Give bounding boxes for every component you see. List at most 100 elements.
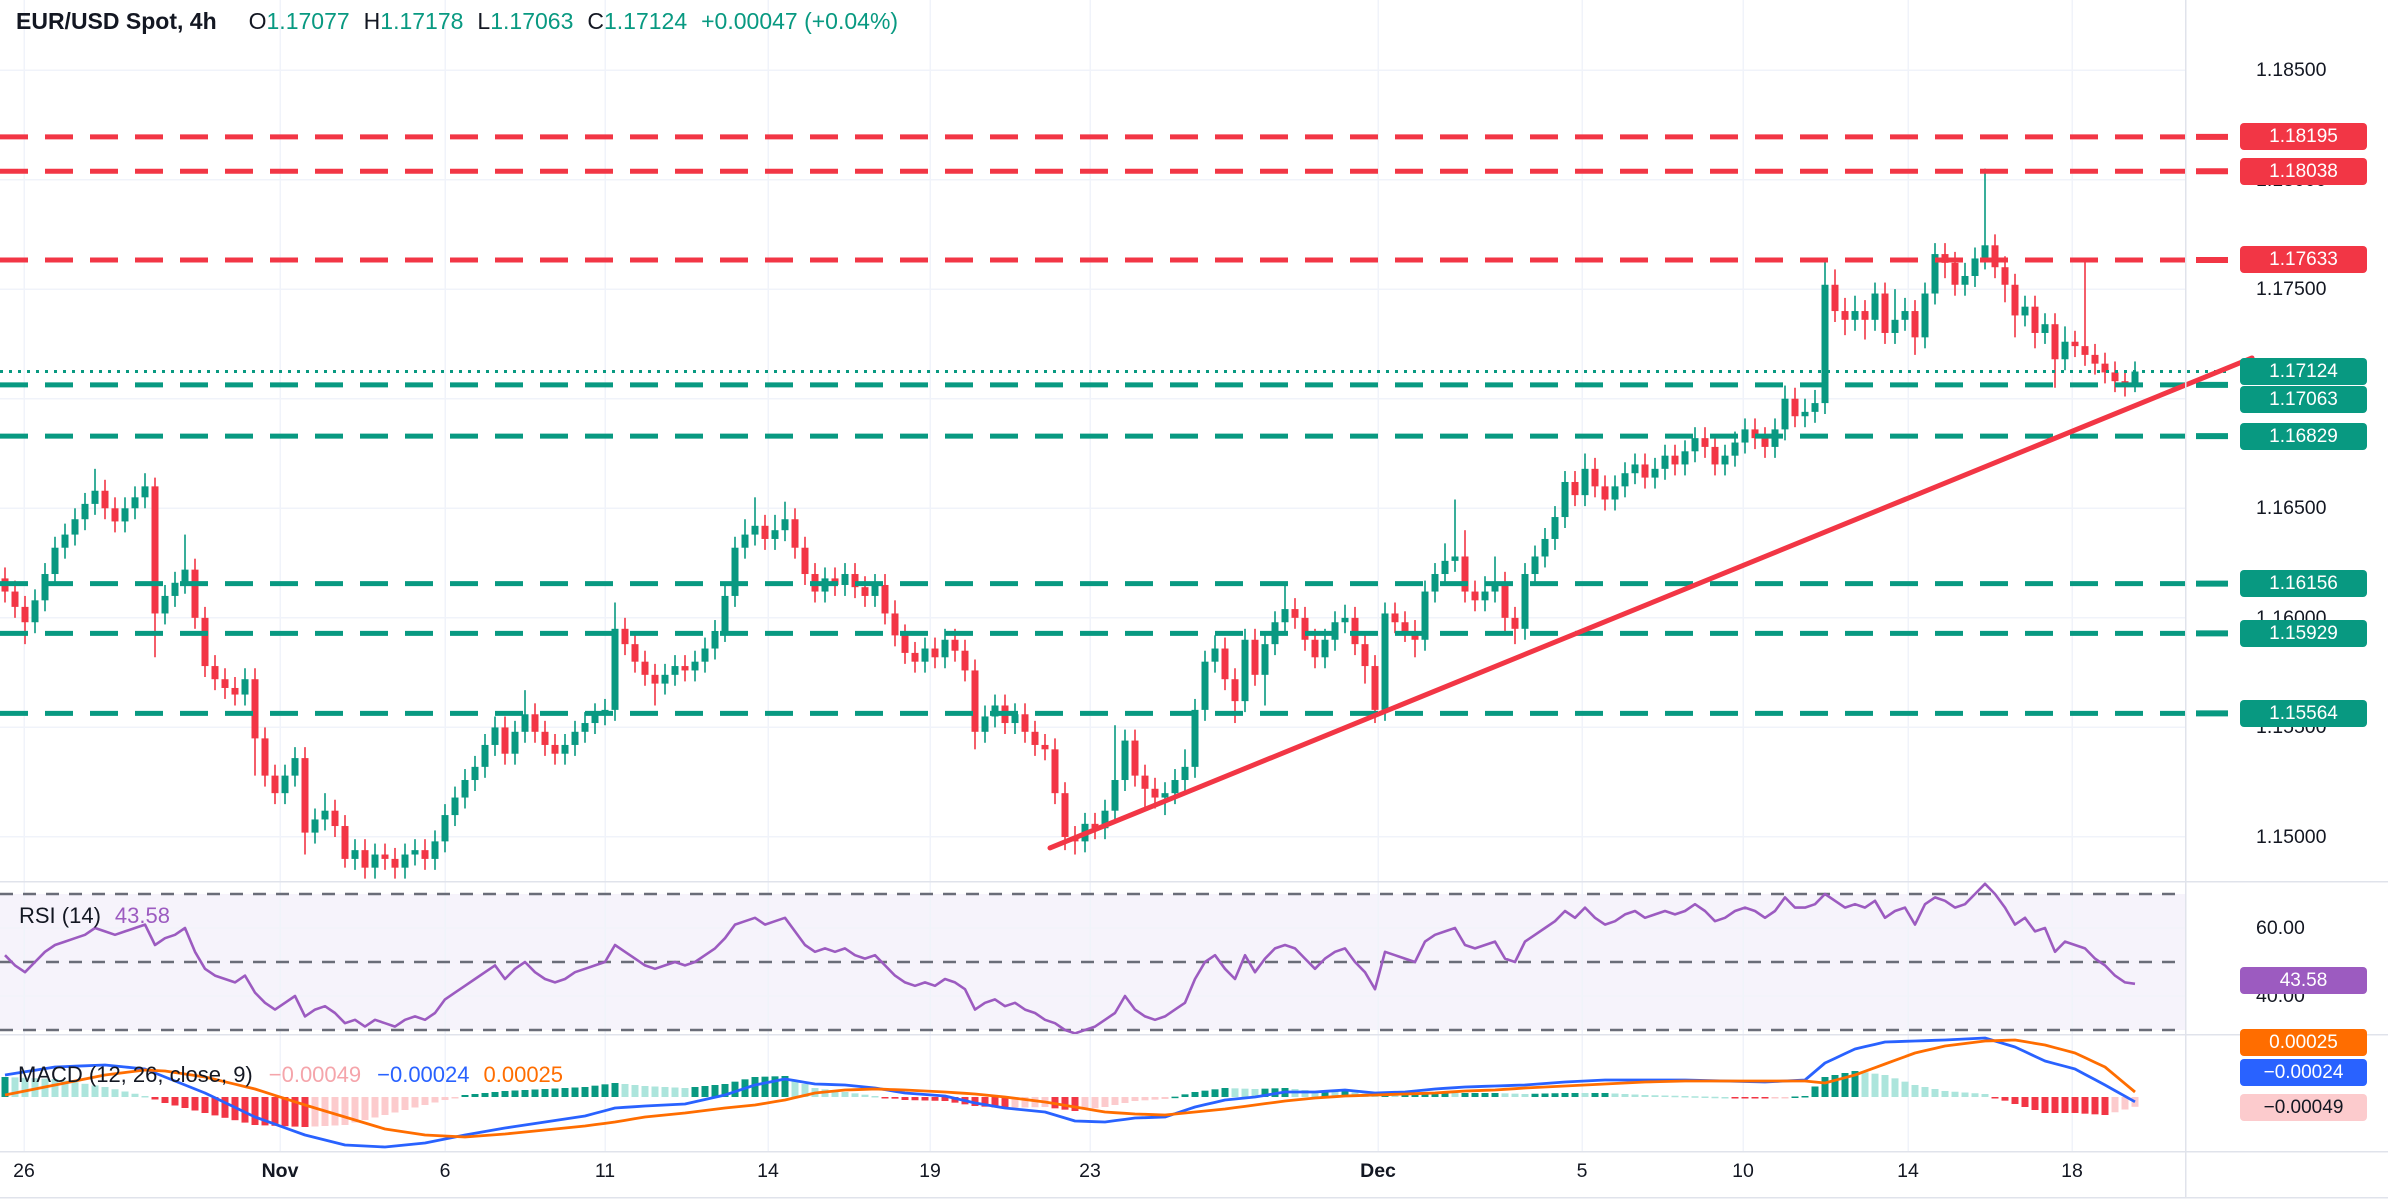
candle-body: [731, 547, 739, 596]
candle-body: [1031, 731, 1039, 745]
candle-body: [1701, 438, 1709, 447]
candle-body: [1621, 473, 1629, 487]
macd-histogram-bar: [761, 1076, 769, 1097]
trend-line: [1047, 355, 2255, 851]
candle-body: [961, 650, 969, 671]
candle-body: [721, 595, 729, 631]
macd-histogram-bar: [1661, 1095, 1669, 1097]
candle-body: [61, 534, 69, 548]
symbol-title: EUR/USD Spot, 4h: [16, 8, 217, 34]
price-axis-tick: 1.17500: [2256, 278, 2327, 301]
candle-body: [591, 714, 599, 724]
low-label: L: [477, 8, 491, 34]
candle-body: [1101, 810, 1109, 829]
macd-histogram-bar: [1411, 1094, 1419, 1097]
candle-body: [901, 635, 909, 653]
candle-body: [1171, 780, 1179, 794]
macd-histogram-bar: [1161, 1097, 1169, 1099]
macd-histogram-bar: [1901, 1081, 1909, 1097]
candle-body: [881, 584, 889, 614]
macd-histogram-bar: [1581, 1093, 1589, 1097]
change-value: +0.00047 (+0.04%): [701, 8, 899, 34]
candle-body: [251, 679, 259, 739]
macd-histogram-bar: [611, 1083, 619, 1097]
candle-body: [1801, 411, 1809, 417]
candle-body: [1981, 245, 1989, 259]
macd-histogram-bar: [681, 1088, 689, 1097]
candle-body: [41, 574, 49, 601]
candle-body: [621, 628, 629, 645]
macd-histogram-bar: [1471, 1093, 1479, 1097]
macd-histogram-bar: [121, 1091, 129, 1097]
macd-histogram-bar: [1751, 1097, 1759, 1099]
candle-body: [1321, 639, 1329, 658]
macd-histogram-bar: [841, 1092, 849, 1097]
macd-histogram-bar: [1341, 1091, 1349, 1097]
macd-histogram-bar: [1991, 1097, 1999, 1099]
macd-histogram-bar: [501, 1091, 509, 1097]
macd-histogram-bar: [131, 1093, 139, 1097]
macd-histogram-bar: [1261, 1088, 1269, 1097]
macd-histogram-bar: [1521, 1094, 1529, 1097]
macd-histogram-bar: [1251, 1089, 1259, 1097]
macd-histogram-bar: [361, 1097, 369, 1120]
macd-histogram-bar: [171, 1097, 179, 1106]
candle-body: [281, 775, 289, 794]
macd-histogram-bar: [1741, 1097, 1749, 1099]
rsi-line: [4, 882, 2136, 1035]
macd-histogram-bar: [2001, 1097, 2009, 1101]
macd-histogram-bar: [1131, 1097, 1139, 1101]
candle-body: [21, 606, 29, 623]
candle-body: [681, 666, 689, 671]
macd-histogram-bar: [721, 1084, 729, 1097]
macd-histogram-bar: [1151, 1097, 1159, 1100]
macd-histogram-bar: [1811, 1086, 1819, 1097]
macd-histogram-bar: [1231, 1088, 1239, 1097]
candle-body: [1161, 793, 1169, 798]
macd-histogram-bar: [1071, 1097, 1079, 1111]
macd-histogram-bar: [1551, 1093, 1559, 1097]
macd-histogram-bar: [1961, 1092, 1969, 1097]
macd-histogram-bar: [2021, 1097, 2029, 1107]
candle-body: [541, 731, 549, 745]
candle-body: [1051, 749, 1059, 794]
x-axis-label: 23: [1079, 1160, 1101, 1182]
price-axis-tick: 1.16500: [2256, 497, 2327, 520]
macd-histogram-bar: [1941, 1091, 1949, 1097]
macd-histogram-bar: [1861, 1072, 1869, 1097]
x-axis-label: 18: [2061, 1160, 2083, 1182]
candle-body: [921, 648, 929, 662]
candle-body: [1231, 679, 1239, 702]
candle-body: [631, 644, 639, 662]
macd-hist-badge: −0.00049: [2240, 1093, 2367, 1121]
macd-histogram-bar: [1951, 1091, 1959, 1097]
candle-body: [2031, 306, 2039, 333]
macd-histogram-bar: [1671, 1095, 1679, 1098]
candle-body: [1891, 319, 1899, 333]
last-price-badge: 1.17124: [2240, 358, 2367, 386]
candle-body: [31, 600, 39, 623]
macd-histogram-bar: [1801, 1096, 1809, 1098]
macd-histogram-bar: [791, 1080, 799, 1097]
candle-body: [861, 587, 869, 596]
candle-body: [471, 766, 479, 781]
candle-body: [1511, 617, 1519, 629]
support-price-badge: 1.17063: [2240, 385, 2367, 413]
macd-histogram-bar: [731, 1081, 739, 1097]
macd-histogram-bar: [991, 1097, 999, 1108]
candle-body: [1691, 438, 1699, 452]
price-axis-tick: 1.18500: [2256, 59, 2327, 81]
candle-body: [1571, 481, 1579, 496]
macd-histogram-bar: [1591, 1093, 1599, 1097]
macd-histogram-bar: [281, 1097, 289, 1127]
macd-histogram-bar: [161, 1097, 169, 1103]
rsi-label: RSI (14): [19, 903, 101, 928]
candle-body: [551, 744, 559, 754]
macd-histogram-bar: [1701, 1096, 1709, 1098]
macd-histogram-bar: [1391, 1095, 1399, 1097]
candle-body: [1781, 398, 1789, 430]
macd-histogram-bar: [1461, 1093, 1469, 1097]
macd-histogram-bar: [1531, 1093, 1539, 1097]
macd-histogram-bar: [951, 1097, 959, 1103]
